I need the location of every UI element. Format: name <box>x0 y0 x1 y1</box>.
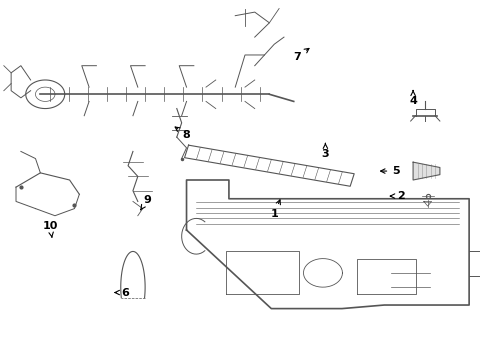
Text: 10: 10 <box>43 221 58 237</box>
Polygon shape <box>413 162 440 180</box>
Text: 6: 6 <box>115 288 129 297</box>
Text: 9: 9 <box>141 195 151 210</box>
Text: 4: 4 <box>409 91 417 107</box>
Text: 5: 5 <box>381 166 400 176</box>
Text: 2: 2 <box>391 191 405 201</box>
Text: 8: 8 <box>175 127 191 140</box>
Text: 7: 7 <box>294 49 309 62</box>
Text: 3: 3 <box>321 144 329 159</box>
Text: 1: 1 <box>270 200 280 219</box>
